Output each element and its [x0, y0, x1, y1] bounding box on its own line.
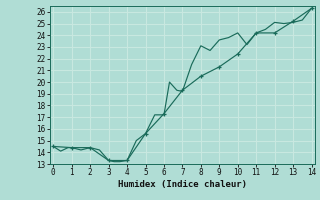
- X-axis label: Humidex (Indice chaleur): Humidex (Indice chaleur): [118, 180, 247, 189]
